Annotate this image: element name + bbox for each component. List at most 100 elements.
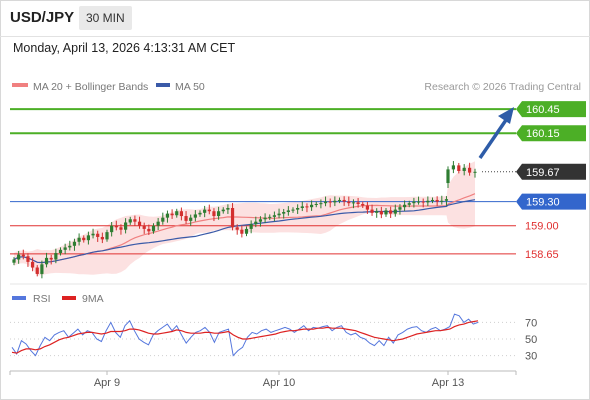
candle-9-body xyxy=(54,253,58,260)
x-tick-label-0: Apr 9 xyxy=(94,377,120,389)
source-credit: Research © 2026 Trading Central xyxy=(424,81,581,93)
symbol-title: USD/JPY xyxy=(10,9,75,26)
candle-65-body xyxy=(314,203,318,205)
candle-50-body xyxy=(244,228,249,234)
level-label-158.65: 158.65 xyxy=(525,249,559,261)
ma20-legend-label: MA 20 + Bollinger Bands xyxy=(33,81,148,93)
bollinger-band-area xyxy=(14,161,475,276)
candle-35-body xyxy=(175,211,179,216)
candle-29-body xyxy=(147,228,151,232)
candle-11-body xyxy=(63,247,67,250)
candle-62-body xyxy=(300,206,304,208)
candle-12-body xyxy=(68,245,72,248)
levels-layer xyxy=(10,108,516,255)
candle-33-body xyxy=(165,213,170,218)
level-labels-layer: 160.45 160.15 159.30 159.00 158.65 159.67 xyxy=(516,101,586,261)
bollinger-band-layer xyxy=(14,161,475,276)
candle-14-body xyxy=(77,237,81,242)
candle-59-body xyxy=(286,210,290,213)
x-axis: Apr 9 Apr 10 Apr 13 xyxy=(9,371,517,389)
rsi-ma-line xyxy=(11,320,479,354)
candle-61-body xyxy=(296,208,300,210)
candle-72-body xyxy=(347,201,351,204)
candle-53-body xyxy=(258,219,263,222)
level-label-159.30: 159.30 xyxy=(526,197,560,209)
candle-32-body xyxy=(161,217,165,222)
candle-63-body xyxy=(305,206,309,208)
candle-34-body xyxy=(170,213,174,216)
level-label-159.00: 159.00 xyxy=(525,221,559,233)
candle-89-body xyxy=(426,200,430,203)
candle-2-body xyxy=(21,254,25,257)
level-label-160.15: 160.15 xyxy=(526,128,560,140)
candle-47-body xyxy=(230,208,235,228)
rsi-legend-swatch xyxy=(12,296,26,300)
candle-55-body xyxy=(268,216,272,218)
candle-36-body xyxy=(179,211,183,217)
datetime-stamp: Monday, April 13, 2026 4:13:31 AM CET xyxy=(13,41,236,55)
candle-67-body xyxy=(323,201,328,204)
rsi-tick-50: 50 xyxy=(525,334,537,346)
candle-8-body xyxy=(49,257,53,260)
timeframe-badge[interactable]: 30 MIN xyxy=(79,6,132,30)
candle-30-body xyxy=(151,225,156,232)
level-tag-160.45 xyxy=(516,101,586,118)
candle-22-body xyxy=(114,225,118,228)
candle-51-body xyxy=(249,224,253,229)
candle-44-body xyxy=(217,211,221,217)
candle-41-body xyxy=(203,209,207,213)
gap-candle-3-body xyxy=(462,167,466,171)
candle-71-body xyxy=(342,199,346,202)
candle-84-body xyxy=(403,204,407,208)
level-label-160.45: 160.45 xyxy=(526,104,560,116)
candle-82-body xyxy=(393,209,397,214)
candle-73-body xyxy=(351,202,356,204)
candle-87-body xyxy=(416,201,421,203)
x-tick-label-1: Apr 10 xyxy=(263,377,295,389)
candle-49-body xyxy=(240,229,244,234)
candle-24-body xyxy=(124,222,128,230)
last-price-label: 159.67 xyxy=(526,167,560,179)
rsi-line xyxy=(11,313,479,357)
gap-candle-0-body xyxy=(446,169,450,184)
candle-39-body xyxy=(193,214,197,218)
candle-37-body xyxy=(184,216,188,221)
candle-1-body xyxy=(17,254,21,260)
candle-75-body xyxy=(361,203,365,206)
candle-70-body xyxy=(337,199,342,201)
rsi-tick-30: 30 xyxy=(525,351,537,363)
gap-candle-1-body xyxy=(451,165,455,170)
level-tag-159.30 xyxy=(516,193,586,210)
candle-21-body xyxy=(110,225,114,233)
ma20-legend-swatch xyxy=(12,83,28,87)
candle-42-body xyxy=(207,209,211,212)
candle-16-body xyxy=(86,235,90,241)
candle-20-body xyxy=(105,232,109,240)
candle-46-body xyxy=(226,208,230,210)
candle-31-body xyxy=(156,221,160,226)
ma50-legend-swatch xyxy=(156,83,170,87)
ma50-line xyxy=(13,199,476,264)
candle-26-body xyxy=(133,219,137,222)
gap-candle-2-body xyxy=(457,165,461,171)
candle-66-body xyxy=(319,203,323,205)
candle-78-body xyxy=(375,211,379,213)
candle-40-body xyxy=(198,212,202,215)
candle-45-body xyxy=(221,209,225,212)
rsi-ma-legend-swatch xyxy=(62,296,76,300)
candle-76-body xyxy=(365,205,369,210)
candle-52-body xyxy=(254,221,258,225)
candle-93-body xyxy=(444,199,449,201)
candle-92-body xyxy=(440,200,444,202)
candles-layer xyxy=(12,161,477,279)
candle-60-body xyxy=(291,209,295,211)
candle-0-body xyxy=(12,259,16,263)
candle-54-body xyxy=(263,217,267,220)
ma50-legend-label: MA 50 xyxy=(175,81,205,93)
candle-81-body xyxy=(389,210,393,214)
candle-58-body xyxy=(282,212,286,214)
candle-85-body xyxy=(407,203,411,205)
candle-83-body xyxy=(398,207,402,210)
candle-69-body xyxy=(333,200,337,203)
